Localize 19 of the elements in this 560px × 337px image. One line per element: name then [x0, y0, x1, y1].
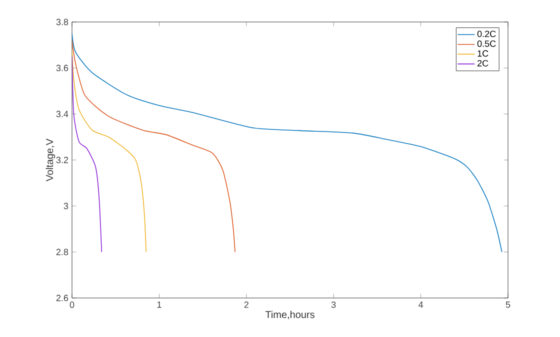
x-tick-label: 5 — [506, 302, 510, 308]
legend-label: 2C — [478, 60, 488, 66]
y-tick-label: 3.6 — [56, 64, 68, 72]
y-tick-label: 2.6 — [56, 294, 68, 302]
legend-label: 0.5C — [477, 40, 496, 47]
x-tick-label: 1 — [157, 302, 162, 308]
legend-label: 1C — [478, 50, 488, 57]
y-tick-label: 2.8 — [56, 248, 68, 256]
x-tick-label: 3 — [331, 302, 336, 308]
y-tick-label: 3.2 — [56, 156, 68, 164]
y-tick-label: 3.8 — [56, 18, 68, 26]
y-tick-label: 3 — [64, 202, 68, 210]
legend-label: 0.2C — [477, 30, 496, 38]
x-tick-label: 4 — [418, 302, 424, 308]
y-axis-title: Voltage,V — [46, 138, 56, 182]
x-tick-label: 0 — [70, 302, 74, 308]
y-tick-label: 3.4 — [56, 110, 68, 118]
x-tick-label: 2 — [244, 302, 248, 308]
x-axis-title: Time,hours — [265, 310, 314, 320]
